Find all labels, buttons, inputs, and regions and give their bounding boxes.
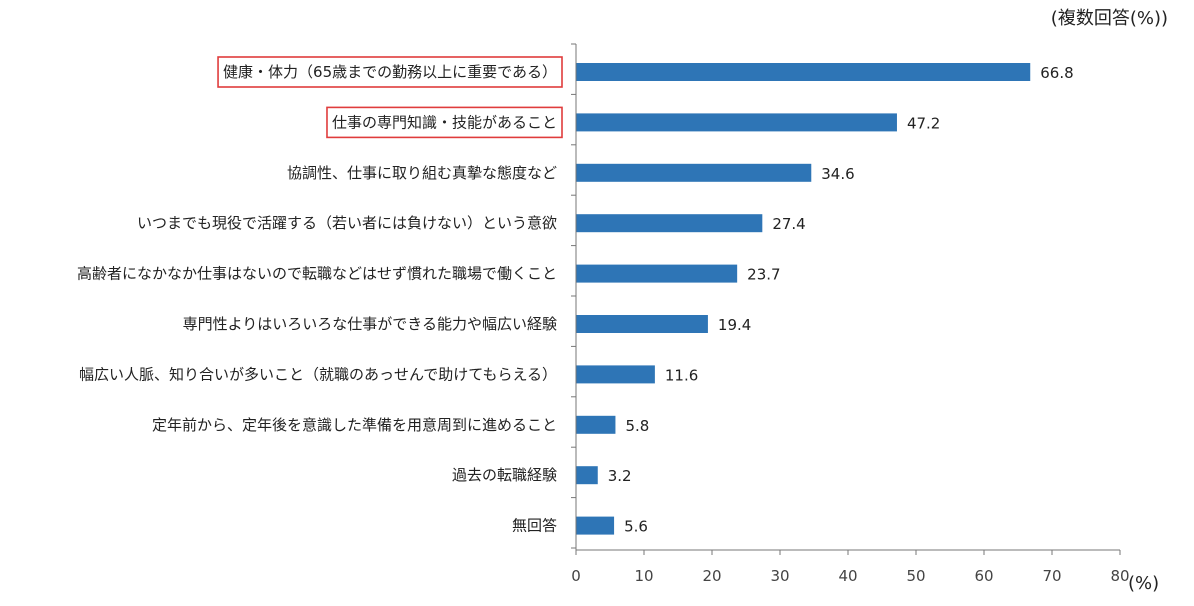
bar: [576, 163, 812, 182]
highlight-box: [217, 56, 563, 88]
category-label: いつまでも現役で活躍する（若い者には負けない）という意欲: [137, 214, 557, 232]
data-label: 5.8: [625, 417, 649, 435]
bar: [576, 214, 763, 233]
bar: [576, 264, 738, 283]
value-labels: 66.8 47.2 34.6 27.4 23.7 19.4 11.6 5.8 3.2 5.6: [608, 64, 1074, 536]
category-label: 協調性、仕事に取り組む真摯な態度など: [287, 164, 557, 182]
bars: [576, 63, 1031, 535]
data-label: 3.2: [608, 467, 632, 485]
bar: [576, 315, 708, 333]
chart-note: (複数回答(%)): [1051, 8, 1168, 29]
category-label: 健康・体力（65歳までの勤務以上に重要である）: [223, 63, 557, 81]
x-tick-label: 60: [974, 567, 993, 585]
x-tick-label: 10: [634, 567, 653, 585]
data-label: 5.6: [624, 518, 648, 536]
axes: 0 10 20 30 40 50 60 70 80: [571, 43, 1130, 585]
bar: [576, 466, 598, 485]
data-label: 19.4: [718, 316, 751, 334]
category-label: 定年前から、定年後を意識した準備を用意周到に進めること: [152, 416, 557, 434]
bar: [576, 113, 897, 132]
x-axis-unit-label: (%): [1128, 573, 1159, 594]
x-tick-label: 20: [702, 567, 721, 585]
highlight-box: [326, 106, 563, 139]
category-label: 仕事の専門知識・技能があること: [332, 113, 557, 131]
x-tick-label: 50: [906, 567, 925, 585]
data-label: 11.6: [665, 366, 698, 384]
data-label: 47.2: [907, 114, 940, 132]
x-tick-label: 80: [1110, 567, 1129, 585]
data-label: 66.8: [1040, 64, 1073, 82]
x-tick-label: 40: [838, 567, 857, 585]
data-label: 23.7: [747, 266, 780, 284]
category-label: 幅広い人脈、知り合いが多いこと（就職のあっせんで助けてもらえる）: [79, 365, 557, 383]
x-tick-label: 70: [1042, 567, 1061, 585]
bar: [576, 63, 1031, 81]
data-label: 34.6: [821, 165, 854, 183]
bar: [576, 365, 655, 384]
category-label: 高齢者になかなか仕事はないので転職などはせず慣れた職場で働くこと: [77, 265, 557, 283]
data-label: 27.4: [772, 215, 805, 233]
category-labels: 健康・体力（65歳までの勤務以上に重要である） 仕事の専門知識・技能があること協調…: [77, 56, 563, 535]
category-label: 専門性よりはいろいろな仕事ができる能力や幅広い経験: [183, 315, 557, 333]
bar: [576, 415, 616, 434]
category-label: 無回答: [512, 517, 557, 535]
x-tick-label: 30: [770, 567, 789, 585]
category-label: 過去の転職経験: [452, 466, 557, 484]
bar: [576, 516, 615, 535]
x-tick-label: 0: [571, 567, 581, 585]
